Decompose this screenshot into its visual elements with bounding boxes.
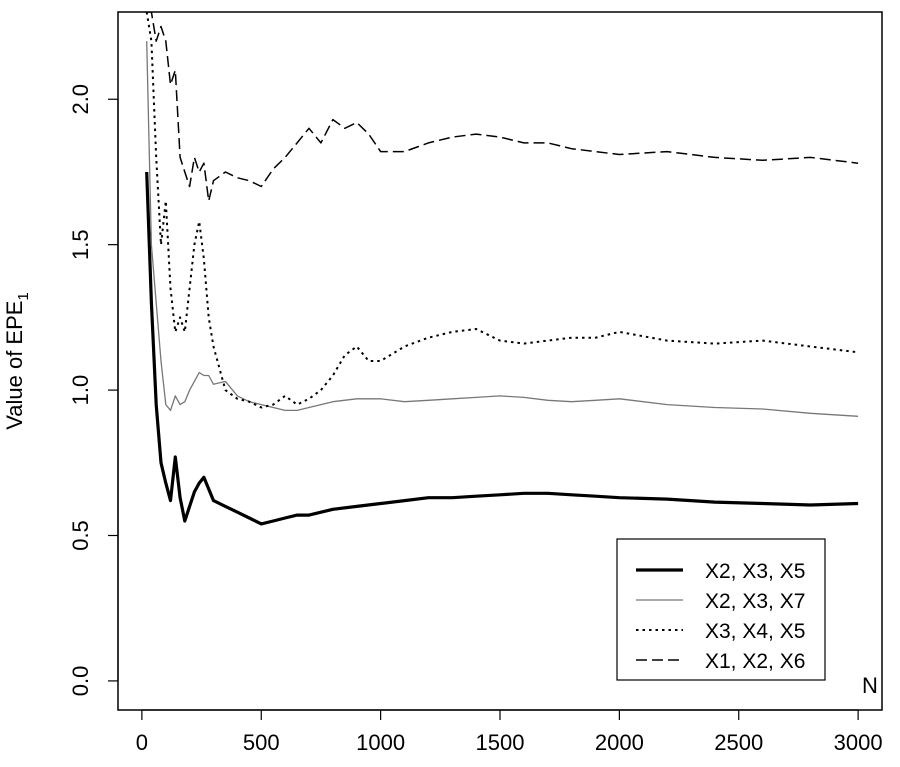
series-line-3 bbox=[145, 12, 859, 409]
x-tick-label: 0 bbox=[136, 730, 148, 755]
y-tick-label: 1.0 bbox=[68, 375, 93, 406]
x-tick-label: 1500 bbox=[476, 730, 525, 755]
y-axis: 0.0 0.5 1.0 1.5 2.0 bbox=[68, 84, 119, 697]
y-axis-title: Value of EPE1 bbox=[2, 292, 32, 430]
y-axis-title-main: Value of EPE bbox=[2, 301, 27, 430]
series-line-4 bbox=[146, 12, 859, 202]
y-tick-label: 0.5 bbox=[68, 520, 93, 551]
series-line-1 bbox=[145, 171, 859, 526]
y-axis-title-subscript: 1 bbox=[15, 292, 32, 300]
x-tick-label: 1000 bbox=[356, 730, 405, 755]
series-line-2 bbox=[146, 41, 859, 417]
x-tick-label: 2500 bbox=[714, 730, 763, 755]
legend-label-3: X3, X4, X5 bbox=[705, 620, 805, 643]
legend-box bbox=[616, 538, 826, 681]
x-axis: 0 500 1000 1500 2000 2500 3000 bbox=[136, 709, 883, 755]
legend-label-2: X2, X3, X7 bbox=[705, 590, 805, 613]
legend: X2, X3, X5 X2, X3, X7 X3, X4, X5 X1, X2, X6 bbox=[616, 538, 826, 681]
legend-label-4: X1, X2, X6 bbox=[705, 650, 805, 673]
x-tick-label: 500 bbox=[243, 730, 280, 755]
y-tick-label: 1.5 bbox=[68, 229, 93, 260]
corner-label: N bbox=[862, 673, 878, 698]
legend-label-1: X2, X3, X5 bbox=[705, 560, 805, 583]
x-tick-label: 3000 bbox=[834, 730, 883, 755]
series-layer bbox=[145, 12, 859, 526]
x-tick-label: 2000 bbox=[595, 730, 644, 755]
y-tick-label: 0.0 bbox=[68, 666, 93, 697]
y-tick-label: 2.0 bbox=[68, 84, 93, 115]
